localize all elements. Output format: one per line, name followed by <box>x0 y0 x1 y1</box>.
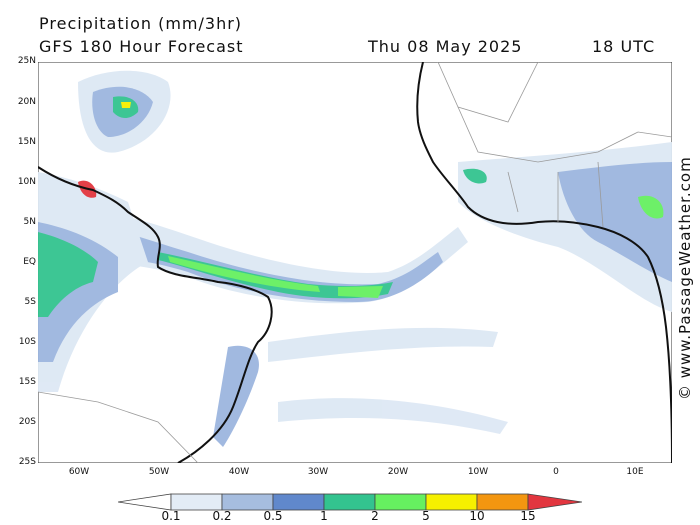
lat-label-15s: 15S <box>18 377 36 387</box>
legend-cell-3 <box>272 493 325 511</box>
lat-label-10s: 10S <box>18 337 36 347</box>
lon-label-50w: 50W <box>148 467 170 477</box>
legend-tick-2: 2 <box>371 509 379 523</box>
legend-tick-0-2: 0.2 <box>212 509 232 523</box>
legend-cells <box>118 493 582 511</box>
legend-tick-10: 10 <box>469 509 485 523</box>
legend-cell-5 <box>374 493 427 511</box>
credit-text: © www.PassageWeather.com <box>676 156 694 400</box>
lat-label-15n: 15N <box>17 137 36 147</box>
lon-label-60w: 60W <box>68 467 90 477</box>
legend-tick-0-5: 0.5 <box>263 509 283 523</box>
lat-label-5s: 5S <box>24 297 36 307</box>
legend-cell-6 <box>425 493 478 511</box>
map-title: Precipitation (mm/3hr) <box>39 14 243 33</box>
legend-tick-15: 15 <box>520 509 536 523</box>
legend-cell-7 <box>476 493 529 511</box>
lat-label-10n: 10N <box>17 177 36 187</box>
lon-label-10w: 10W <box>467 467 489 477</box>
lat-label-20n: 20N <box>17 97 36 107</box>
lat-label-25n: 25N <box>17 56 36 66</box>
lon-label-20w: 20W <box>387 467 409 477</box>
legend-arrow-high <box>527 493 582 511</box>
lat-label-25s: 25S <box>18 457 36 467</box>
precipitation-map <box>38 62 672 463</box>
coastlines <box>38 62 672 463</box>
borders <box>38 62 672 463</box>
legend-tick-1: 1 <box>320 509 328 523</box>
legend-arrow-low <box>118 493 172 511</box>
lat-label-eq: EQ <box>23 257 36 267</box>
legend-cell-2 <box>221 493 274 511</box>
forecast-date: Thu 08 May 2025 <box>368 37 523 56</box>
lon-label-40w: 40W <box>228 467 250 477</box>
map-subtitle: GFS 180 Hour Forecast <box>39 37 244 56</box>
lat-label-5n: 5N <box>23 217 36 227</box>
legend-cell-1 <box>170 493 223 511</box>
lon-label-30w: 30W <box>307 467 329 477</box>
color-legend <box>118 493 582 511</box>
lon-label-10e: 10E <box>626 467 644 477</box>
legend-cell-4 <box>323 493 376 511</box>
lon-label-0: 0 <box>553 467 559 477</box>
forecast-time: 18 UTC <box>592 37 656 56</box>
legend-tick-5: 5 <box>422 509 430 523</box>
legend-tick-0-1: 0.1 <box>161 509 181 523</box>
lat-label-20s: 20S <box>18 417 36 427</box>
